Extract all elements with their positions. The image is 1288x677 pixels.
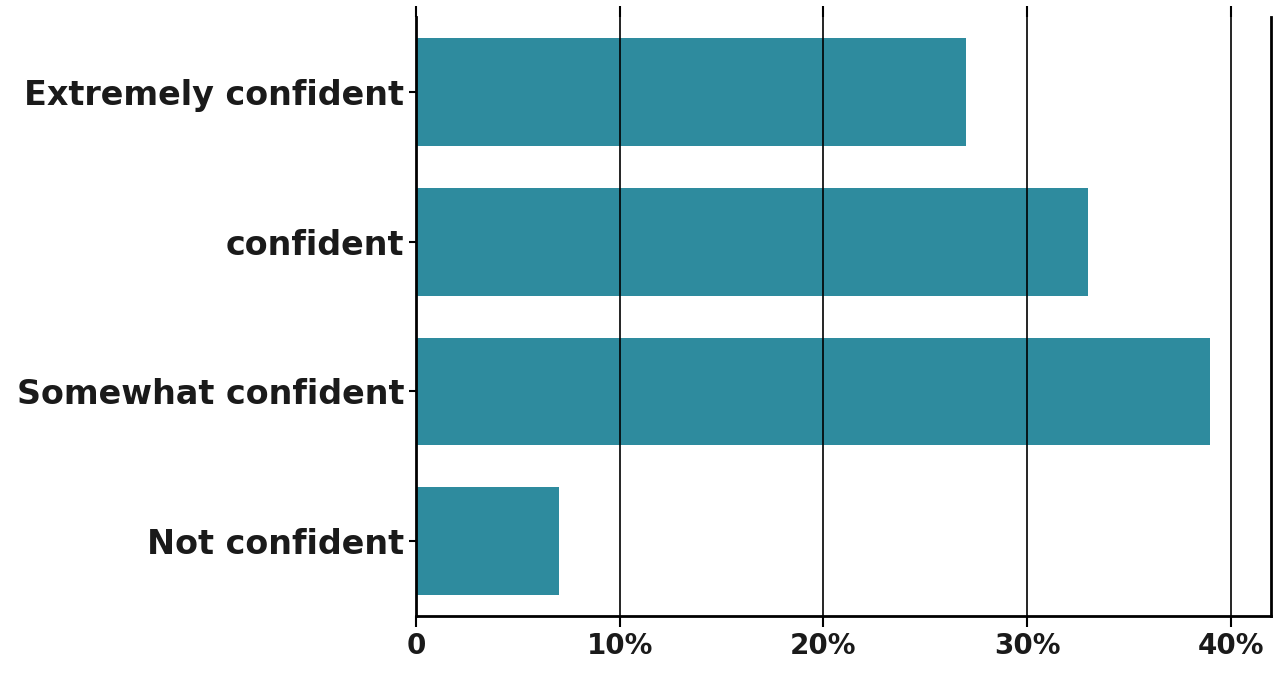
Bar xyxy=(416,487,559,595)
Bar xyxy=(416,38,966,146)
Bar xyxy=(416,338,1211,445)
Bar xyxy=(416,188,1088,296)
